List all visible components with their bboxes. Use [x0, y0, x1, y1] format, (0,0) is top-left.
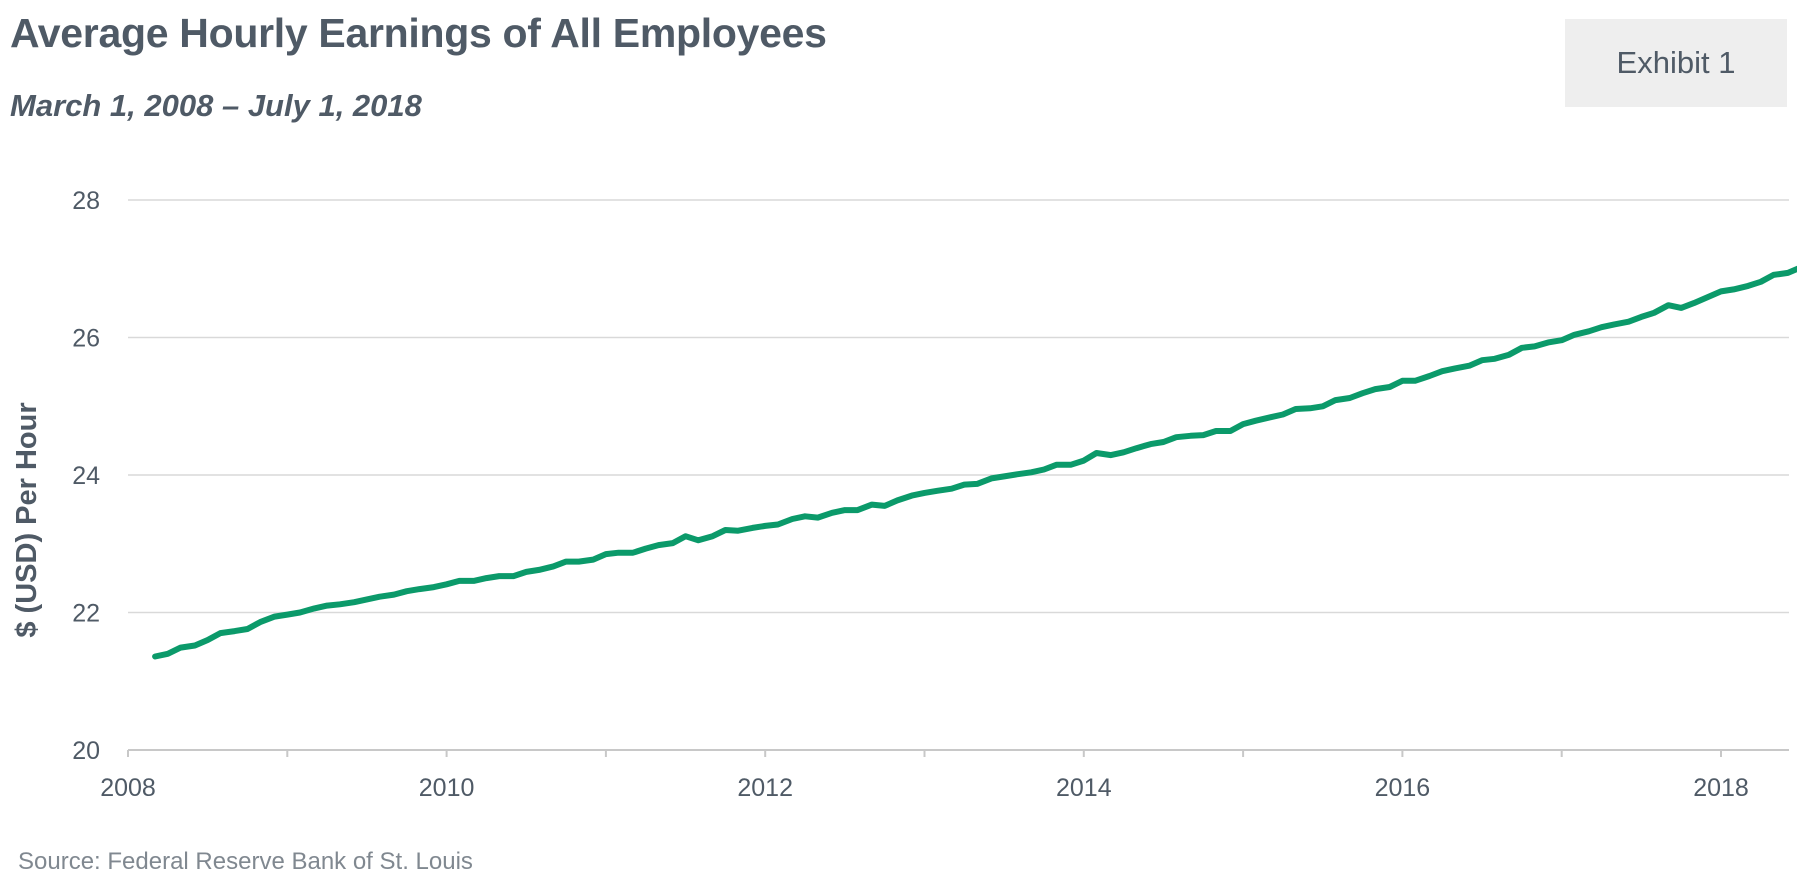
series-layer	[152, 265, 1797, 660]
y-tick-label-26: 26	[72, 325, 100, 353]
x-tick-label-2014: 2014	[1056, 774, 1112, 802]
y-tick-label-20: 20	[72, 737, 100, 765]
gridlines	[128, 199, 1789, 614]
y-tick-label-28: 28	[72, 187, 100, 215]
x-axis-ticks: 2008 2010 2012 2014 2016 2018	[100, 750, 1749, 802]
x-tick-label-2016: 2016	[1375, 774, 1431, 802]
series-line-0	[152, 265, 1797, 660]
x-tick-label-2018: 2018	[1693, 774, 1749, 802]
exhibit-label: Exhibit 1	[1616, 45, 1736, 80]
chart-title: Average Hourly Earnings of All Employees	[10, 10, 827, 56]
y-axis-ticks: 20 22 24 26 28	[72, 187, 100, 765]
chart-subtitle: March 1, 2008 – July 1, 2018	[10, 88, 422, 123]
y-tick-label-22: 22	[72, 600, 100, 628]
source-note: Source: Federal Reserve Bank of St. Loui…	[18, 848, 473, 875]
x-tick-label-2008: 2008	[100, 774, 156, 802]
x-tick-label-2010: 2010	[419, 774, 475, 802]
y-axis-label: $ (USD) Per Hour	[11, 402, 43, 637]
exhibit-badge: Exhibit 1	[1565, 19, 1787, 107]
y-tick-label-24: 24	[72, 462, 100, 490]
x-tick-label-2012: 2012	[737, 774, 793, 802]
